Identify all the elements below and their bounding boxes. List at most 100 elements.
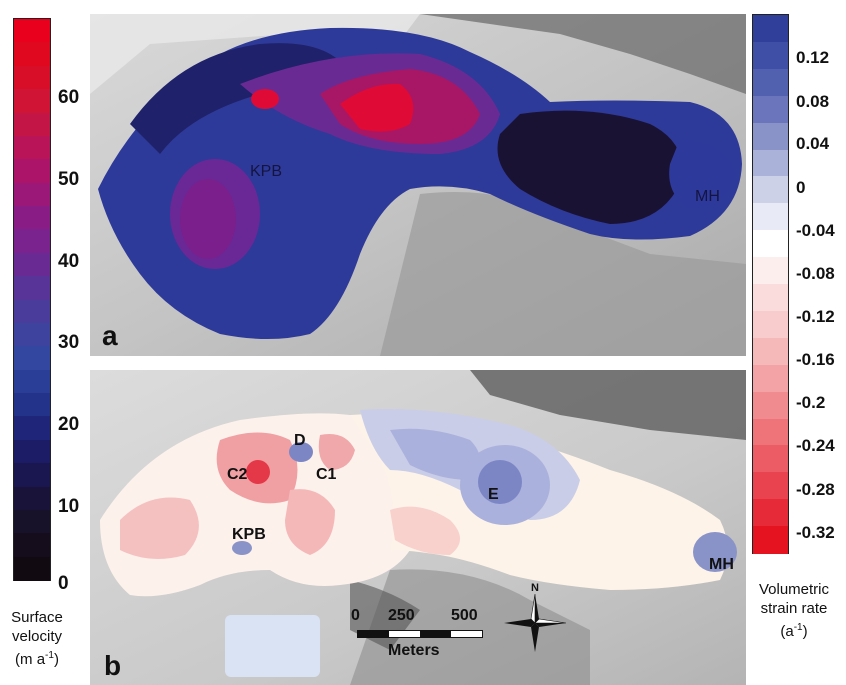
colorbar-swatch xyxy=(14,182,50,207)
scale-unit: Meters xyxy=(388,642,440,659)
colorbar-swatch xyxy=(753,418,788,446)
panel-b-blue-mh xyxy=(693,532,737,572)
panel-a-red-spot xyxy=(251,89,279,109)
colorbar-swatch xyxy=(753,68,788,97)
strain-rate-tick: -0.04 xyxy=(796,221,835,240)
colorbar-swatch xyxy=(753,284,788,312)
surface-velocity-tick: 60 xyxy=(58,87,80,108)
panel-a-velocity-map: KPB MH a xyxy=(90,14,746,356)
north-arrow-icon xyxy=(504,593,567,652)
colorbar-swatch xyxy=(753,526,788,554)
strain-rate-tick: -0.12 xyxy=(796,307,835,326)
colorbar-swatch xyxy=(14,509,50,534)
colorbar-swatch xyxy=(14,486,50,511)
colorbar-swatch xyxy=(14,439,50,464)
colorbar-swatch xyxy=(753,203,788,231)
strain-rate-tick: -0.32 xyxy=(796,523,835,542)
surface-velocity-tick: 40 xyxy=(58,251,80,272)
colorbar-swatch xyxy=(753,499,788,527)
surface-velocity-unit: (m a-1) xyxy=(15,650,59,668)
strain-rate-tick: -0.16 xyxy=(796,350,835,369)
panel-a-ridge-light xyxy=(380,192,746,356)
panel-b-blue-d xyxy=(289,442,313,462)
strain-rate-tick: 0.08 xyxy=(796,92,830,111)
surface-velocity-tick: 50 xyxy=(58,169,80,190)
colorbar-swatch xyxy=(14,19,50,43)
surface-velocity-tick: 20 xyxy=(58,414,80,435)
colorbar-swatch xyxy=(753,122,788,151)
colorbar-swatch xyxy=(14,276,50,301)
panel-b-pink-left xyxy=(120,497,199,559)
colorbar-swatch xyxy=(14,299,50,324)
colorbar-swatch xyxy=(753,257,788,285)
colorbar-swatch xyxy=(753,445,788,473)
colorbar-swatch xyxy=(753,15,788,43)
colorbar-swatch xyxy=(753,95,788,124)
surface-velocity-title-line1: Surface xyxy=(11,609,63,626)
colorbar-swatch xyxy=(753,364,788,393)
panel-b-pink-lower xyxy=(285,489,335,555)
scale-tick-250: 250 xyxy=(388,607,415,624)
panel-b-blue-patch-south xyxy=(225,615,320,677)
colorbar-swatch xyxy=(753,176,788,204)
panel-a-site-mh: MH xyxy=(695,188,720,205)
panel-a-site-kpb: KPB xyxy=(250,163,283,180)
panel-a-label: a xyxy=(102,320,118,351)
strain-rate-tick: 0 xyxy=(796,178,806,197)
panel-a-ridge-dark xyxy=(420,14,746,94)
surface-velocity-title-line2: velocity xyxy=(11,628,63,645)
panel-b-site-d: D xyxy=(294,432,306,449)
colorbar-swatch xyxy=(14,252,50,277)
colorbar-swatch xyxy=(14,346,50,371)
surface-velocity-colorbar xyxy=(13,18,51,581)
panel-b-site-c2: C2 xyxy=(227,466,248,483)
colorbar-swatch xyxy=(14,463,50,488)
colorbar-swatch xyxy=(14,65,50,90)
colorbar-swatch xyxy=(14,112,50,137)
colorbar-swatch xyxy=(14,556,50,581)
colorbar-swatch xyxy=(753,391,788,420)
colorbar-swatch xyxy=(753,230,788,258)
strain-rate-tick: 0.12 xyxy=(796,48,830,67)
panel-b-label: b xyxy=(104,650,122,681)
surface-velocity-title: Surface velocity (m a-1) xyxy=(0,608,74,669)
panel-b-ridge-lower xyxy=(350,569,590,685)
strain-rate-tick: -0.24 xyxy=(796,436,835,455)
colorbar-swatch xyxy=(14,229,50,254)
panel-b-blue-mid xyxy=(390,428,480,480)
colorbar-swatch xyxy=(14,322,50,347)
panel-b-site-kpb: KPB xyxy=(232,526,266,543)
strain-rate-tick: -0.08 xyxy=(796,264,835,283)
north-arrow-label: N xyxy=(531,582,539,594)
colorbar-swatch xyxy=(14,393,50,417)
colorbar-swatch xyxy=(753,337,788,366)
colorbar-swatch xyxy=(14,89,50,114)
panel-b-pink-c1 xyxy=(318,434,355,470)
panel-a-glacier-dark xyxy=(497,110,682,224)
colorbar-swatch xyxy=(14,369,50,394)
scale-tick-0: 0 xyxy=(351,607,360,624)
colorbar-swatch xyxy=(14,416,50,441)
panel-b-site-e: E xyxy=(488,486,499,503)
panel-b-red-c2 xyxy=(246,460,270,484)
panel-b-strain-rate-map: D C2 C1 E KPB MH b xyxy=(90,370,746,685)
strain-rate-title-line2: strain rate xyxy=(760,600,828,617)
strain-rate-tick: -0.28 xyxy=(796,480,835,499)
panel-b-ridge-dark xyxy=(470,370,746,440)
panel-b-site-c1: C1 xyxy=(316,466,337,483)
panel-a-glacier-mh xyxy=(669,139,735,209)
panel-b-site-mh: MH xyxy=(709,556,734,573)
panel-b-blue-e-inner xyxy=(478,460,522,504)
colorbar-swatch xyxy=(753,472,788,500)
colorbar-swatch xyxy=(753,41,788,70)
panel-a-purple-core xyxy=(180,179,236,259)
strain-rate-unit: (a-1) xyxy=(780,622,808,640)
colorbar-swatch xyxy=(14,206,50,230)
colorbar-swatch xyxy=(14,533,50,558)
surface-velocity-tick: 10 xyxy=(58,496,80,517)
strain-rate-tick: 0.04 xyxy=(796,134,830,153)
colorbar-swatch xyxy=(753,149,788,177)
panel-a-red-core xyxy=(340,83,414,132)
scale-bar xyxy=(357,630,483,638)
panel-b-blue-kpb xyxy=(232,541,252,555)
